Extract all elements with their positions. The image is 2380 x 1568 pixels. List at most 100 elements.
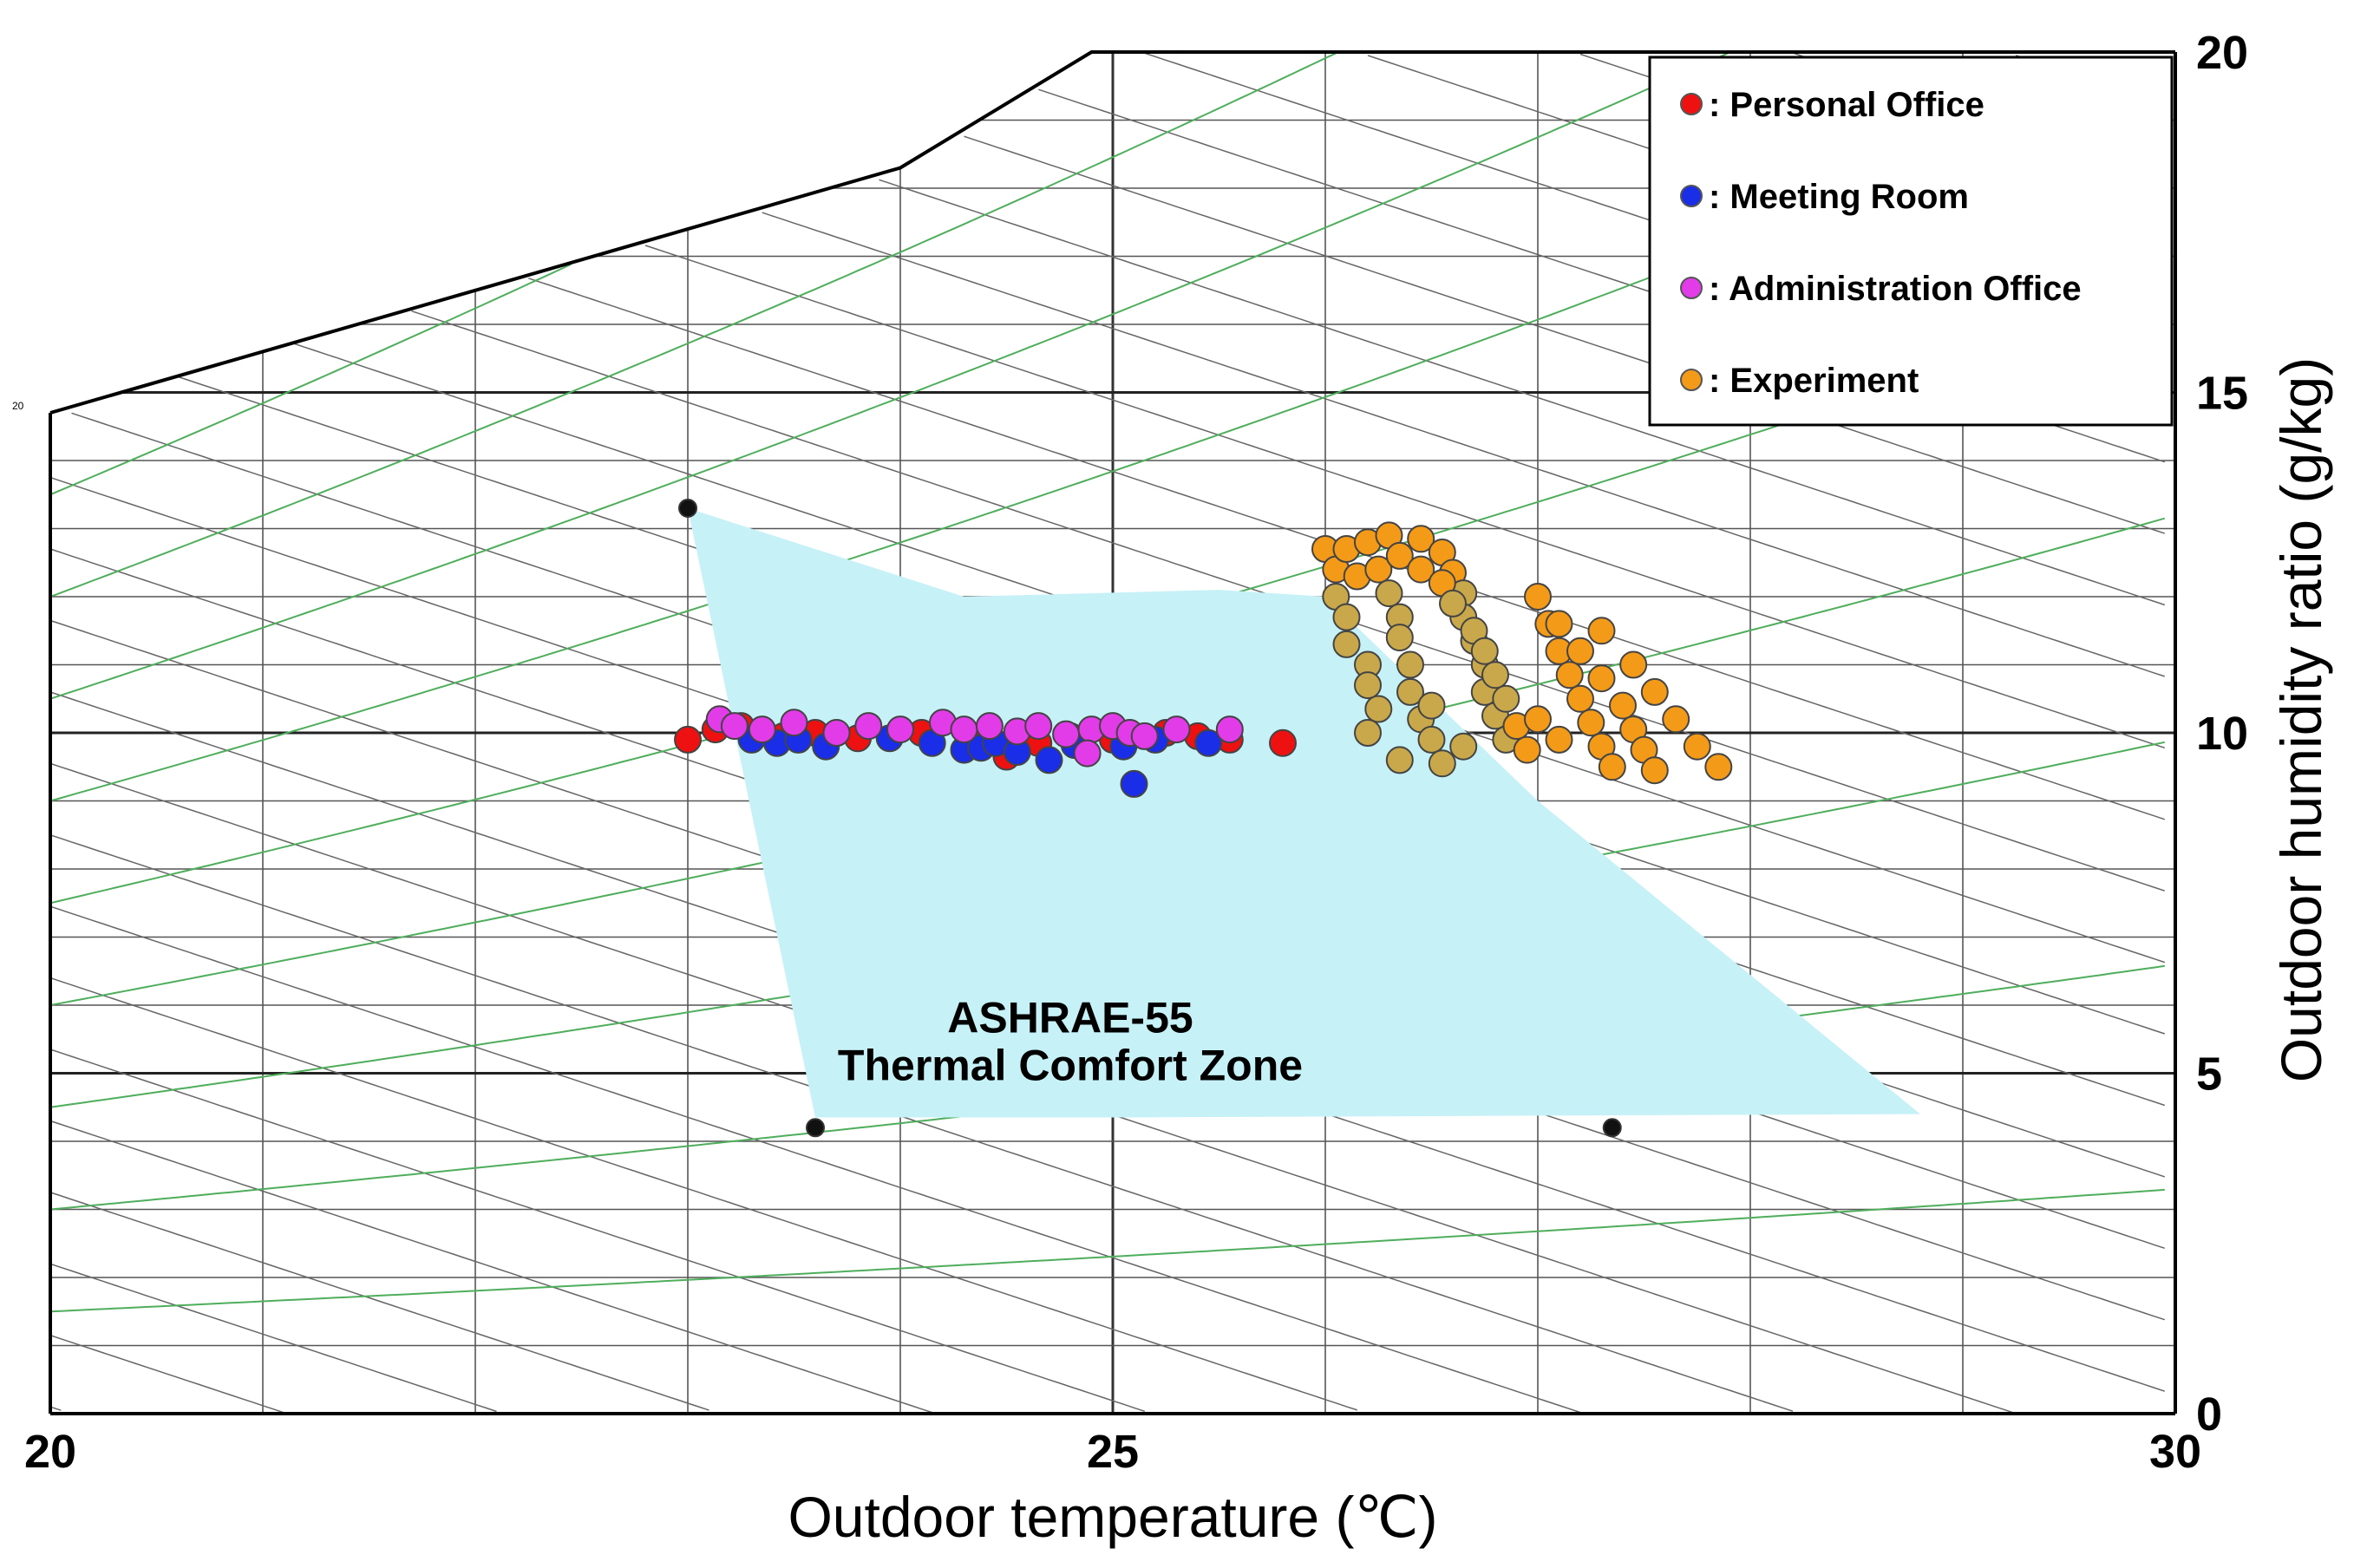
enthalpy-line xyxy=(879,179,2166,606)
y-tick-label: 20 xyxy=(2196,27,2248,79)
x-tick-label: 25 xyxy=(1087,1426,1139,1478)
legend-label: : Administration Office xyxy=(1709,270,2082,308)
legend-marker xyxy=(1680,93,1703,115)
comfort-zone-polygon xyxy=(688,508,1920,1118)
rh-curve xyxy=(49,52,1337,598)
data-point xyxy=(1481,661,1509,689)
data-point xyxy=(1609,691,1637,720)
enthalpy-line xyxy=(49,905,1581,1414)
data-point xyxy=(1566,637,1594,665)
enthalpy-line xyxy=(49,1334,284,1414)
rh-curve xyxy=(49,1188,2165,1313)
data-point xyxy=(1162,715,1191,744)
legend-label: : Personal Office xyxy=(1709,86,1984,124)
data-point xyxy=(1417,725,1446,754)
data-point xyxy=(1194,728,1223,757)
enthalpy-line xyxy=(49,1049,1146,1413)
comfort-zone-corner-marker xyxy=(1602,1118,1622,1138)
enthalpy-line xyxy=(964,135,2166,534)
data-point xyxy=(1439,589,1467,617)
enthalpy-line xyxy=(49,1263,497,1413)
data-point xyxy=(1396,677,1424,706)
data-point xyxy=(1524,583,1552,611)
comfort-zone-label-line1: ASHRAE-55 xyxy=(947,993,1193,1042)
data-point xyxy=(1587,617,1616,645)
data-point xyxy=(1598,753,1626,781)
data-point xyxy=(1407,555,1435,584)
data-point xyxy=(1428,749,1456,778)
data-point xyxy=(1640,677,1669,706)
comfort-zone-markers xyxy=(678,498,1622,1138)
data-point xyxy=(1215,715,1244,744)
data-point xyxy=(1385,541,1414,570)
data-point xyxy=(1332,630,1361,658)
data-point xyxy=(1545,610,1573,638)
enthalpy-line xyxy=(644,245,2166,749)
data-point xyxy=(1375,579,1403,608)
legend-box xyxy=(1648,56,2174,427)
enthalpy-line xyxy=(762,212,2166,677)
enthalpy-line xyxy=(49,1120,933,1414)
data-point xyxy=(1577,709,1605,737)
data-point xyxy=(1566,684,1594,713)
data-point xyxy=(748,715,776,744)
data-point xyxy=(1332,603,1361,631)
data-point xyxy=(1035,746,1063,774)
data-point xyxy=(720,712,749,741)
comfort-zone-corner-marker xyxy=(678,498,697,518)
y-axis-title: Outdoor humidity ratio (g/kg) xyxy=(2269,357,2333,1082)
y-tick-label: 15 xyxy=(2196,368,2248,420)
data-point xyxy=(1073,739,1102,768)
data-point xyxy=(1470,637,1499,665)
data-point xyxy=(1354,671,1382,700)
legend-label: : Meeting Room xyxy=(1709,178,1969,216)
data-point xyxy=(1364,555,1393,584)
data-point xyxy=(1545,725,1573,754)
data-point xyxy=(950,715,978,744)
comfort-zone-label-line2: Thermal Comfort Zone xyxy=(838,1041,1303,1089)
legend-marker xyxy=(1680,369,1703,391)
data-point xyxy=(1449,732,1478,761)
enthalpy-line xyxy=(49,1406,62,1411)
data-point xyxy=(1704,753,1733,781)
data-points xyxy=(674,521,1733,798)
y-tick-label: 10 xyxy=(2196,708,2248,760)
data-point xyxy=(1396,650,1424,679)
data-point xyxy=(1619,650,1648,679)
data-point xyxy=(1524,705,1552,734)
enthalpy-line xyxy=(49,834,1794,1412)
data-point xyxy=(1492,684,1520,713)
y-tick-label: 0 xyxy=(2196,1388,2222,1441)
rh-curve xyxy=(49,51,1729,700)
data-point xyxy=(1587,664,1616,693)
legend-label: : Experiment xyxy=(1709,362,1919,400)
enthalpy-line xyxy=(49,1192,709,1411)
data-point xyxy=(975,712,1004,741)
data-point xyxy=(1024,712,1053,741)
data-point xyxy=(1662,705,1690,734)
data-point xyxy=(1683,732,1711,761)
data-point xyxy=(1385,624,1414,652)
data-point xyxy=(674,725,702,754)
data-point xyxy=(1120,769,1148,798)
data-point xyxy=(1269,728,1297,757)
x-tick-label: 30 xyxy=(2149,1426,2201,1478)
legend: : Personal Office : Meeting Room : Adminis… xyxy=(1648,56,2174,427)
data-point xyxy=(1385,746,1414,774)
data-point xyxy=(780,709,808,737)
comfort-zone-corner-marker xyxy=(806,1118,825,1138)
legend-marker xyxy=(1680,185,1703,207)
data-point xyxy=(1640,756,1669,785)
data-point xyxy=(1130,722,1159,750)
x-tick-label: 20 xyxy=(24,1426,76,1478)
enthalpy-line xyxy=(49,977,1358,1411)
data-point xyxy=(854,712,883,741)
data-point xyxy=(1364,695,1393,723)
data-point xyxy=(822,719,851,747)
data-point xyxy=(1513,735,1541,764)
rh-curve xyxy=(49,263,572,496)
data-point xyxy=(1407,525,1435,553)
data-point xyxy=(1052,720,1081,748)
data-point xyxy=(1555,661,1584,689)
